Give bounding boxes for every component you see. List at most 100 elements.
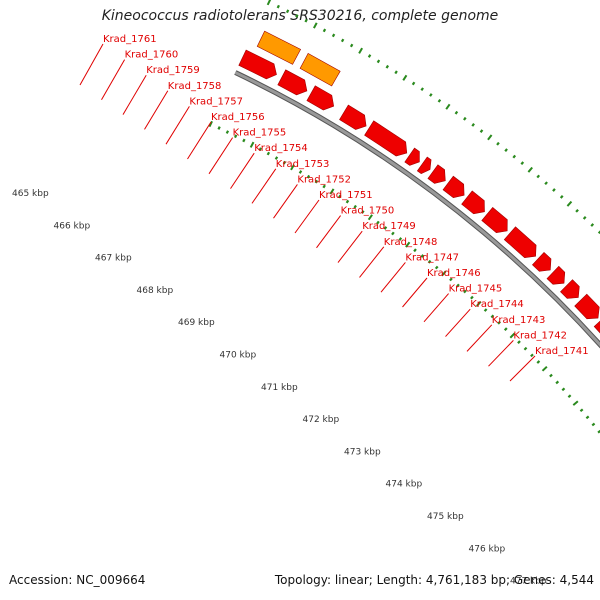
leader-line — [380, 262, 406, 293]
outer-minor-tick — [590, 223, 595, 227]
gene-label[interactable]: Krad_1749 — [362, 221, 416, 232]
gene-block[interactable] — [593, 315, 600, 343]
gene-block[interactable] — [546, 265, 566, 285]
gene-label[interactable]: Krad_1757 — [189, 96, 243, 107]
gene-label[interactable]: Krad_1761 — [103, 34, 157, 45]
gene-block[interactable] — [404, 147, 420, 166]
gene-block[interactable] — [277, 69, 308, 96]
outer-minor-tick — [463, 116, 467, 121]
gene-block[interactable] — [306, 85, 335, 111]
inner-minor-tick — [434, 265, 439, 270]
inner-minor-tick — [517, 340, 521, 344]
kbp-label: 472 kbp — [303, 415, 340, 425]
inner-minor-tick — [361, 210, 365, 214]
gene-label[interactable]: Krad_1743 — [492, 315, 546, 326]
inner-minor-tick — [456, 283, 460, 288]
gene-block[interactable] — [442, 175, 465, 199]
kbp-labels: 465 kbp 466 kbp 467 kbp 468 kbp 469 kbp 470 k… — [12, 189, 547, 587]
kbp-label: 474 kbp — [386, 480, 423, 490]
gene-block[interactable] — [427, 164, 446, 184]
leader-line — [423, 293, 449, 323]
outer-minor-tick — [285, 9, 290, 14]
gene-label[interactable]: Krad_1748 — [384, 237, 438, 248]
inner-major-tick — [290, 164, 295, 171]
outer-major-tick — [358, 47, 363, 54]
kbp-label: 475 kbp — [427, 512, 464, 522]
gene-block[interactable] — [503, 226, 537, 259]
gene-label[interactable]: Krad_1752 — [297, 174, 351, 185]
gene-block[interactable] — [531, 251, 552, 272]
gene-block[interactable] — [560, 279, 580, 299]
inner-minor-tick — [353, 204, 357, 209]
gene-labels[interactable]: Krad_1761 Krad_1760 Krad_1759 Krad_1758 Krad… — [103, 34, 589, 357]
outer-minor-tick — [394, 70, 398, 75]
gene-label[interactable]: Krad_1745 — [449, 284, 503, 295]
inner-minor-tick — [413, 248, 417, 253]
accession-text: Accession: NC_009664 — [9, 573, 146, 587]
gene-label[interactable]: Krad_1760 — [125, 50, 179, 61]
outer-major-tick — [402, 74, 408, 81]
outer-major-tick — [266, 0, 272, 6]
map-title: Kineococcus radiotolerans SRS30216, comp… — [101, 8, 499, 24]
kbp-label: 465 kbp — [12, 189, 49, 199]
gene-label[interactable]: Krad_1742 — [513, 330, 567, 341]
inner-minor-tick — [225, 130, 230, 134]
gene-label[interactable]: Krad_1759 — [146, 65, 200, 76]
gene-block[interactable] — [416, 156, 432, 174]
gene-block[interactable] — [461, 190, 485, 215]
gene-label[interactable]: Krad_1744 — [470, 299, 524, 310]
inner-minor-tick — [463, 289, 467, 294]
outer-minor-tick — [496, 141, 500, 146]
gene-label[interactable]: Krad_1747 — [405, 252, 459, 263]
outer-minor-tick — [376, 59, 381, 64]
gene-label[interactable]: Krad_1751 — [319, 190, 373, 201]
outer-minor-tick — [544, 181, 548, 186]
gene-track[interactable] — [238, 30, 600, 444]
gene-label[interactable]: Krad_1753 — [276, 159, 330, 170]
inner-minor-tick — [258, 147, 262, 151]
leader-line — [273, 184, 298, 219]
inner-minor-tick — [497, 320, 501, 325]
outer-major-tick — [566, 200, 573, 207]
inner-minor-tick — [383, 226, 388, 230]
inner-minor-tick — [217, 126, 221, 130]
inner-major-tick — [441, 270, 447, 277]
inner-minor-tick — [585, 415, 590, 420]
outer-minor-tick — [437, 98, 442, 103]
gene-block[interactable] — [481, 206, 508, 234]
gene-label[interactable]: Krad_1741 — [535, 346, 589, 357]
gene-label[interactable]: Krad_1754 — [254, 143, 308, 154]
inner-minor-tick — [503, 327, 508, 331]
inner-minor-tick — [282, 160, 287, 165]
kbp-label: 468 kbp — [137, 286, 174, 296]
inner-major-tick — [249, 141, 255, 148]
gene-label[interactable]: Krad_1750 — [341, 206, 395, 217]
genome-stats-text: Topology: linear; Length: 4,761,183 bp; … — [274, 573, 594, 587]
gene-krad-1760[interactable] — [299, 52, 341, 87]
gene-label[interactable]: Krad_1746 — [427, 268, 481, 279]
gene-krad-1761[interactable] — [256, 30, 302, 65]
gene-block[interactable] — [574, 293, 600, 320]
inner-minor-tick — [490, 314, 495, 319]
kbp-label: 473 kbp — [344, 447, 381, 457]
inner-minor-tick — [298, 170, 303, 174]
outer-minor-tick — [512, 154, 517, 159]
inner-major-tick — [509, 332, 516, 339]
inner-minor-tick — [274, 156, 279, 160]
inner-minor-tick — [579, 408, 584, 413]
outer-minor-tick — [536, 174, 541, 179]
gene-block[interactable] — [339, 104, 367, 130]
leader-line — [79, 43, 104, 86]
outer-minor-tick — [420, 87, 424, 92]
gene-label[interactable]: Krad_1755 — [233, 128, 287, 139]
inner-minor-tick — [567, 394, 572, 399]
gene-label[interactable]: Krad_1756 — [211, 112, 265, 123]
gene-block[interactable] — [364, 120, 408, 157]
leader-line — [165, 106, 190, 145]
kbp-label: 466 kbp — [54, 221, 91, 231]
gene-label[interactable]: Krad_1758 — [168, 81, 222, 92]
gene-block[interactable] — [238, 49, 277, 80]
inner-minor-tick — [420, 254, 425, 258]
inner-major-tick — [572, 400, 579, 406]
